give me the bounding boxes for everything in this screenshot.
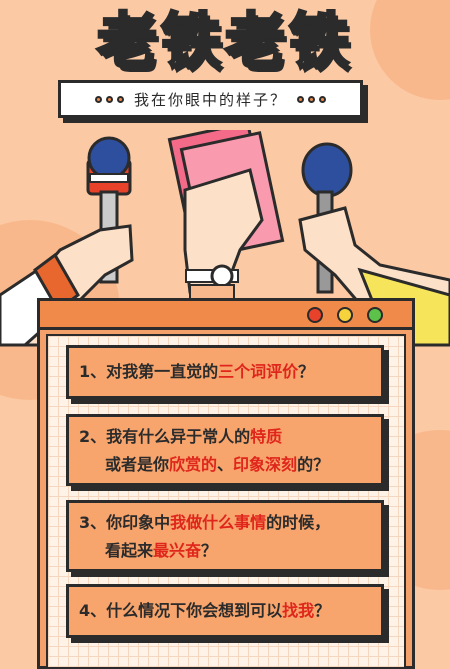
left-hand-icon: [0, 224, 134, 347]
q4-highlight: 找我: [282, 601, 315, 620]
yellow-light-icon: [337, 307, 353, 323]
question-4: 4、什么情况下你会想到可以找我？: [66, 584, 384, 638]
q2-highlight: 特质: [250, 427, 283, 446]
q1-text: 1、对我第一直觉的: [79, 362, 219, 381]
green-light-icon: [367, 307, 383, 323]
q3-line2-end: ？: [201, 541, 218, 560]
q2-highlight-2: 欣赏的: [169, 455, 218, 474]
q3-highlight: 我做什么事情: [170, 513, 267, 532]
q2-text: 2、我有什么异于常人的: [79, 427, 251, 446]
interview-illustration: 100: [0, 130, 450, 347]
board-header-bar: [37, 298, 415, 330]
q2-line2-mid: 、: [217, 455, 234, 474]
dots-decoration-left: [94, 95, 124, 103]
q3-line2-text: 看起来: [105, 541, 154, 560]
q4-end: ？: [314, 601, 331, 620]
q4-text: 4、什么情况下你会想到可以: [79, 601, 283, 620]
page-title: 老铁老铁: [96, 6, 353, 79]
q1-end: ？: [298, 362, 315, 381]
q2-line2-text: 或者是你: [105, 455, 170, 474]
q3-text: 3、你印象中: [79, 513, 171, 532]
subtitle-banner: 我在你眼中的样子？: [58, 80, 363, 118]
red-light-icon: [307, 307, 323, 323]
question-3: 3、你印象中我做什么事情的时候， 看起来最兴奋？: [66, 500, 384, 572]
q2-line2-end: 的？: [297, 455, 330, 474]
question-2: 2、我有什么异于常人的特质 或者是你欣赏的、印象深刻的？: [66, 414, 384, 486]
q1-highlight: 三个词评价: [218, 362, 299, 381]
question-1: 1、对我第一直觉的三个词评价？: [66, 345, 384, 399]
q3-highlight-2: 最兴奋: [153, 541, 202, 560]
q3-end: 的时候，: [266, 513, 331, 532]
subtitle-text: 我在你眼中的样子？: [133, 90, 287, 109]
q2-highlight-3: 印象深刻: [233, 455, 298, 474]
dots-decoration-right: [297, 95, 326, 103]
middle-hand-icon: [183, 168, 264, 306]
